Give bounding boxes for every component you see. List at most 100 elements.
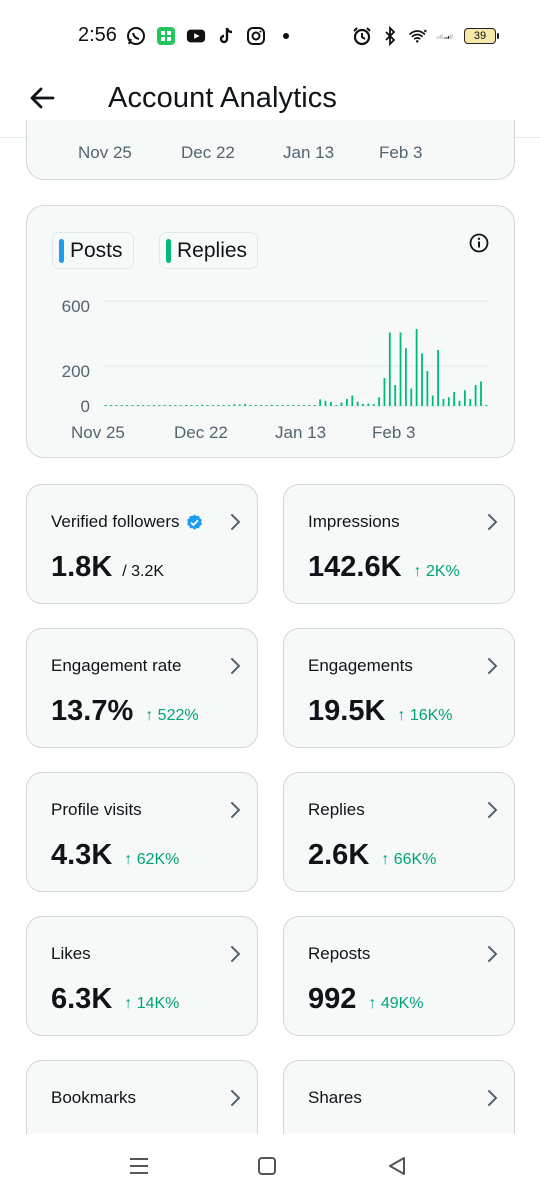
replies-bar: [362, 403, 364, 406]
y-tick-label: 200: [62, 362, 90, 381]
replies-bar: [378, 397, 380, 406]
replies-bar: [142, 405, 145, 406]
verified-badge-icon: [186, 514, 203, 531]
metric-card[interactable]: Reposts 992 ↑ 49K%: [283, 916, 515, 1036]
replies-bar: [249, 404, 252, 406]
signal-icon: R: [436, 26, 456, 46]
legend-posts-chip[interactable]: Posts: [52, 232, 134, 269]
metric-value-row: 2.6K ↑ 66K%: [308, 839, 436, 872]
replies-bar: [217, 404, 220, 406]
replies-bar: [185, 405, 187, 406]
legend-posts-swatch: [59, 238, 64, 263]
replies-bar: [335, 404, 338, 406]
back-icon: [389, 1157, 405, 1175]
metric-total: / 3.2K: [122, 563, 165, 580]
info-icon[interactable]: [468, 232, 490, 254]
metric-label: Engagements: [308, 656, 413, 675]
chevron-right-icon: [227, 1089, 243, 1107]
metric-value: 142.6K: [308, 551, 402, 583]
x-tick-label: Feb 3: [379, 143, 423, 162]
metric-value-row: 992 ↑ 49K%: [308, 983, 424, 1016]
system-back-button[interactable]: [385, 1154, 409, 1178]
replies-bar: [260, 405, 263, 406]
metric-value: 2.6K: [308, 839, 370, 871]
legend-replies-chip[interactable]: Replies: [159, 232, 259, 269]
replies-bar: [169, 405, 171, 406]
legend-posts-label: Posts: [70, 238, 123, 262]
chevron-right-icon: [484, 657, 500, 675]
back-button[interactable]: [26, 82, 58, 114]
metric-card[interactable]: Likes 6.3K ↑ 14K%: [26, 916, 258, 1036]
app-icon: [156, 26, 176, 46]
metric-card[interactable]: Profile visits 4.3K ↑ 62K%: [26, 772, 258, 892]
y-tick-label: 0: [81, 397, 90, 416]
metric-change: ↑ 66K%: [381, 851, 437, 868]
metric-label: Bookmarks: [51, 1088, 137, 1107]
replies-bar: [153, 405, 155, 406]
replies-bar: [388, 332, 391, 406]
legend-replies-label: Replies: [177, 238, 248, 262]
metric-label: Verified followers: [51, 512, 180, 531]
replies-bar: [297, 404, 300, 406]
replies-bar: [233, 404, 236, 406]
replies-bar: [163, 405, 166, 406]
replies-bar: [238, 404, 241, 406]
replies-bar: [485, 405, 488, 406]
x-tick-label: Dec 22: [181, 143, 235, 162]
x-tick-label: Dec 22: [174, 423, 228, 442]
metric-card[interactable]: Replies 2.6K ↑ 66K%: [283, 772, 515, 892]
replies-bar: [447, 397, 450, 406]
legend-replies-swatch: [166, 238, 171, 263]
replies-bar: [126, 405, 129, 406]
battery-icon: 39: [464, 28, 499, 44]
metric-label-row: Likes: [51, 944, 91, 964]
home-icon: [258, 1157, 276, 1175]
svg-text:R: R: [444, 36, 447, 40]
metric-value-row: 4.3K ↑ 62K%: [51, 839, 179, 872]
metric-label: Reposts: [308, 944, 371, 963]
replies-bar: [136, 405, 139, 406]
replies-bar: [442, 399, 445, 406]
replies-bar: [222, 405, 225, 406]
replies-bar: [104, 405, 107, 406]
menu-icon: [130, 1158, 148, 1174]
recent-apps-button[interactable]: [127, 1154, 151, 1178]
metric-label-row: Reposts: [308, 944, 370, 964]
arrow-left-icon: [30, 87, 55, 109]
replies-bar: [356, 401, 359, 407]
replies-bar: [174, 405, 177, 406]
replies-bar: [110, 405, 112, 406]
replies-bar: [340, 402, 343, 406]
x-tick-label: Feb 3: [372, 423, 415, 442]
x-tick-label: Jan 13: [283, 143, 335, 162]
metric-card[interactable]: Verified followers 1.8K / 3.2K: [26, 484, 258, 604]
system-nav-bar: [0, 1134, 540, 1199]
replies-bar: [212, 405, 214, 406]
replies-bar: [399, 332, 402, 406]
replies-bar: [281, 405, 284, 406]
y-tick-label: 600: [62, 297, 90, 316]
replies-bar: [120, 405, 123, 406]
metric-card[interactable]: Engagements 19.5K ↑ 16K%: [283, 628, 515, 748]
metric-label-row: Engagements: [308, 656, 413, 676]
metric-label-row: Engagement rate: [51, 656, 181, 676]
chevron-right-icon: [227, 657, 243, 675]
replies-bar: [265, 405, 268, 406]
metric-label: Impressions: [308, 512, 400, 531]
status-app-icons: [126, 26, 296, 46]
metric-change: ↑ 16K%: [397, 707, 453, 724]
replies-bar: [474, 385, 477, 406]
replies-bar: [431, 395, 434, 406]
chevron-right-icon: [227, 801, 243, 819]
replies-bar: [190, 404, 193, 406]
metric-card[interactable]: Engagement rate 13.7% ↑ 522%: [26, 628, 258, 748]
metric-value-row: 19.5K ↑ 16K%: [308, 695, 453, 728]
replies-bar: [303, 405, 305, 406]
home-button[interactable]: [255, 1154, 279, 1178]
metric-value: 13.7%: [51, 695, 134, 727]
metric-card[interactable]: Impressions 142.6K ↑ 2K%: [283, 484, 515, 604]
status-time: 2:56: [78, 24, 117, 46]
replies-bar: [329, 401, 332, 406]
metric-label-row: Profile visits: [51, 800, 142, 820]
replies-bar: [469, 399, 472, 406]
